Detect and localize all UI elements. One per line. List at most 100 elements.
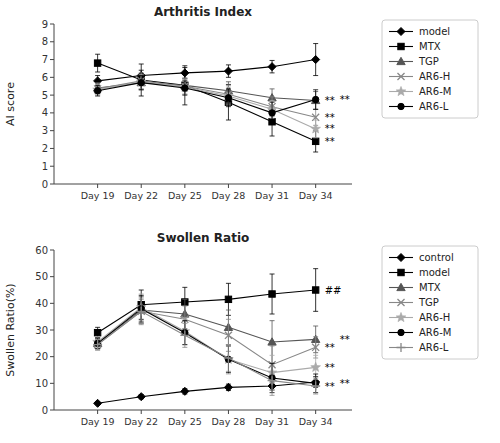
series [94,44,320,87]
legend-label: TGP [418,56,439,67]
error-bar [139,75,144,89]
legend-marker [398,103,404,109]
y-tick-label: 9 [42,19,48,30]
y-tick [50,95,54,96]
data-point [137,393,145,401]
data-group [93,269,321,408]
data-point [225,296,231,302]
data-group [93,44,321,152]
legend-label: MTX [419,41,441,52]
error-bar [139,73,144,89]
legend-marker [397,299,404,306]
legend-label: model [419,267,450,278]
data-point [94,87,100,93]
legend-marker [397,343,406,352]
data-point [268,376,277,385]
y-tick-label: 6 [42,72,48,83]
error-bar [95,84,100,95]
x-tick [184,410,185,414]
legend-marker [396,86,406,95]
data-point [94,329,100,335]
error-bar [182,81,187,95]
x-tick-label: Day 22 [124,416,158,427]
x-tick [228,410,229,414]
x-tick-label: Day 34 [299,190,333,201]
annotation: ** [325,136,335,147]
annotation: ** [340,334,350,345]
data-point [311,382,320,391]
data-point [137,307,146,316]
y-axis-label: Swollen Ratio(%) [4,283,17,376]
data-point [180,331,189,340]
legend-label: MTX [419,282,441,293]
legend-label: TGP [418,297,439,308]
y-tick [50,41,54,42]
legend-label: control [419,252,454,263]
data-point [311,96,319,103]
x-tick [228,184,229,188]
series [93,298,320,395]
data-point [182,85,188,91]
series-line [98,63,316,141]
series-line [98,311,316,386]
data-point [269,110,275,116]
x-tick [141,410,142,414]
annotation: ** [340,94,350,105]
y-tick [50,250,54,251]
y-tick-label: 4 [42,107,48,118]
legend-marker [397,254,405,262]
data-point [268,338,276,345]
series-line [98,310,316,343]
x-axis-line [54,184,352,185]
legend-frame [382,20,478,118]
error-bar [139,76,144,90]
y-tick [50,383,54,384]
legend-marker [398,43,404,49]
y-tick-label: 40 [35,298,48,309]
x-tick [97,184,98,188]
data-point [224,67,232,75]
legend-marker [398,269,404,275]
y-tick [50,59,54,60]
x-tick [272,410,273,414]
data-point [224,383,232,391]
data-point [311,362,321,371]
y-tick-label: 30 [35,325,48,336]
legend: controlmodelMTXTGPAR6-HAR6-MAR6-L [382,246,478,359]
error-bar [270,102,275,123]
x-tick-label: Day 28 [212,416,246,427]
data-point [312,56,320,64]
x-tick-label: Day 25 [168,190,202,201]
legend-marker [397,57,405,64]
x-tick-label: Day 31 [255,190,289,201]
x-tick-label: Day 19 [81,190,115,201]
data-point [94,399,102,407]
series [94,76,318,124]
legend-label: AR6-H [419,71,450,82]
data-point [138,79,144,85]
annotation: ** [325,381,335,392]
error-bar [270,274,275,314]
x-tick [141,184,142,188]
annotation: ** [325,123,335,134]
series-line [98,60,316,81]
x-tick [272,184,273,188]
legend-marker [398,329,404,335]
annotation: ** [325,95,335,106]
x-tick [315,184,316,188]
y-tick-label: 0 [42,179,48,190]
x-tick-label: Day 28 [212,190,246,201]
legend-marker [397,28,405,36]
legend-marker [397,73,404,80]
y-tick [50,184,54,185]
data-point [224,354,233,363]
chart-title: Swollen Ratio [157,231,250,245]
x-axis-line [54,410,352,411]
y-tick-label: 7 [42,54,48,65]
x-tick [97,410,98,414]
y-tick-label: 60 [35,245,48,256]
legend-label: AR6-L [419,342,449,353]
y-tick [50,356,54,357]
y-tick-label: 50 [35,271,48,282]
annotation: ** [340,378,350,389]
